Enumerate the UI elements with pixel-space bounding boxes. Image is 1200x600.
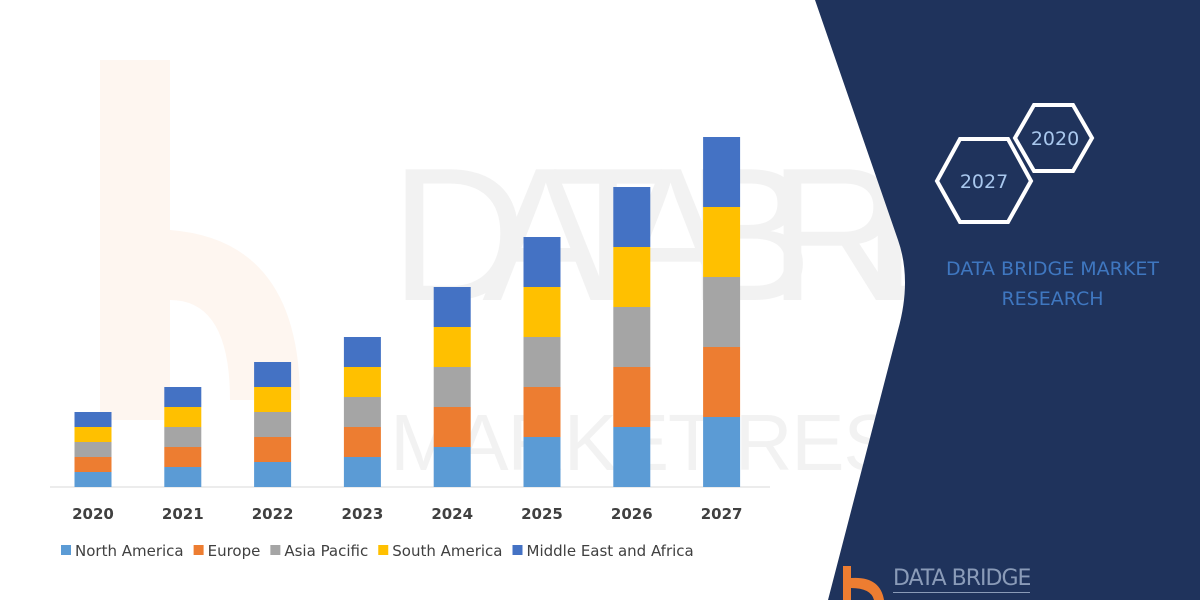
bar-segment-2025-middle-east-and-africa — [523, 237, 561, 287]
legend-label: Middle East and Africa — [527, 542, 694, 560]
legend-label: Asia Pacific — [284, 542, 368, 560]
legend: North America Europe Asia Pacific South Ame… — [61, 542, 694, 560]
bar-segment-2027-north-america — [703, 417, 741, 487]
bar-segment-2024-europe — [433, 407, 471, 447]
bar-segment-2021-europe — [164, 447, 202, 467]
bar-segment-2027-asia-pacific — [703, 277, 741, 347]
x-tick-label: 2020 — [72, 505, 114, 523]
brand-line-1: DATA BRIDGE MARKET — [946, 258, 1159, 280]
bar-segment-2020-south-america — [74, 427, 112, 442]
x-tick-label: 2023 — [342, 505, 384, 523]
hexagon-2027: 2027 — [934, 137, 1034, 224]
bar-segment-2025-north-america — [523, 437, 561, 487]
legend-swatch — [61, 545, 71, 555]
bar-segment-2022-north-america — [254, 462, 292, 487]
legend-label: South America — [392, 542, 502, 560]
bar-segment-2026-south-america — [613, 247, 651, 307]
brand-name: DATA BRIDGE MARKET RESEARCH — [920, 254, 1185, 314]
bar-segment-2024-middle-east-and-africa — [433, 287, 471, 327]
logo-text: DATA BRIDGE — [893, 566, 1031, 593]
brand-line-2: RESEARCH — [1001, 288, 1104, 310]
bar-segment-2020-middle-east-and-africa — [74, 412, 112, 427]
bar-segment-2021-south-america — [164, 407, 202, 427]
bar-segment-2021-asia-pacific — [164, 427, 202, 447]
bar-segment-2025-asia-pacific — [523, 337, 561, 387]
bar-segment-2027-middle-east-and-africa — [703, 137, 741, 207]
stacked-bar-chart: 2020 2021 2022 2023 2024 2025 2026 2027 North A… — [50, 137, 770, 560]
legend-swatch — [270, 545, 281, 555]
legend-swatch — [193, 545, 204, 555]
legend-label: North America — [75, 542, 184, 560]
x-tick-label: 2025 — [521, 505, 563, 523]
bar-segment-2025-europe — [523, 387, 561, 437]
bar-segment-2024-asia-pacific — [433, 367, 471, 407]
bar-segment-2023-south-america — [343, 367, 381, 397]
bar-segment-2022-asia-pacific — [254, 412, 292, 437]
x-tick-label: 2021 — [162, 505, 204, 523]
bar-segment-2023-asia-pacific — [343, 397, 381, 427]
navy-panel — [815, 0, 1200, 600]
logo-icon — [843, 566, 884, 600]
legend-swatch — [512, 545, 523, 555]
watermark-logo-icon — [100, 60, 300, 420]
bar-segment-2024-north-america — [433, 447, 471, 487]
bar-segment-2020-asia-pacific — [74, 442, 112, 457]
bar-segment-2020-north-america — [74, 472, 112, 487]
bar-segment-2023-middle-east-and-africa — [343, 337, 381, 367]
bar-segment-2026-asia-pacific — [613, 307, 651, 367]
bar-segment-2022-south-america — [254, 387, 292, 412]
hexagon-2020: 2020 — [1012, 103, 1095, 173]
bar-segment-2022-europe — [254, 437, 292, 462]
legend-swatch — [378, 545, 389, 555]
bar-segment-2025-south-america — [523, 287, 561, 337]
x-tick-label: 2022 — [252, 505, 294, 523]
bar-segment-2026-europe — [613, 367, 651, 427]
bars — [74, 137, 741, 487]
svg-text:2027: 2027 — [960, 171, 1008, 193]
x-tick-label: 2027 — [701, 505, 743, 523]
x-tick-labels: 2020 2021 2022 2023 2024 2025 2026 2027 — [72, 505, 742, 523]
bar-segment-2027-south-america — [703, 207, 741, 277]
svg-text:2020: 2020 — [1031, 128, 1079, 150]
bar-segment-2021-north-america — [164, 467, 202, 487]
x-tick-label: 2024 — [431, 505, 473, 523]
bar-segment-2024-south-america — [433, 327, 471, 367]
x-tick-label: 2026 — [611, 505, 653, 523]
bar-segment-2023-europe — [343, 427, 381, 457]
bar-segment-2020-europe — [74, 457, 112, 472]
bar-segment-2021-middle-east-and-africa — [164, 387, 202, 407]
bar-segment-2026-north-america — [613, 427, 651, 487]
bar-segment-2026-middle-east-and-africa — [613, 187, 651, 247]
bar-segment-2022-middle-east-and-africa — [254, 362, 292, 387]
legend-label: Europe — [208, 542, 261, 560]
bar-segment-2023-north-america — [343, 457, 381, 487]
bar-segment-2027-europe — [703, 347, 741, 417]
